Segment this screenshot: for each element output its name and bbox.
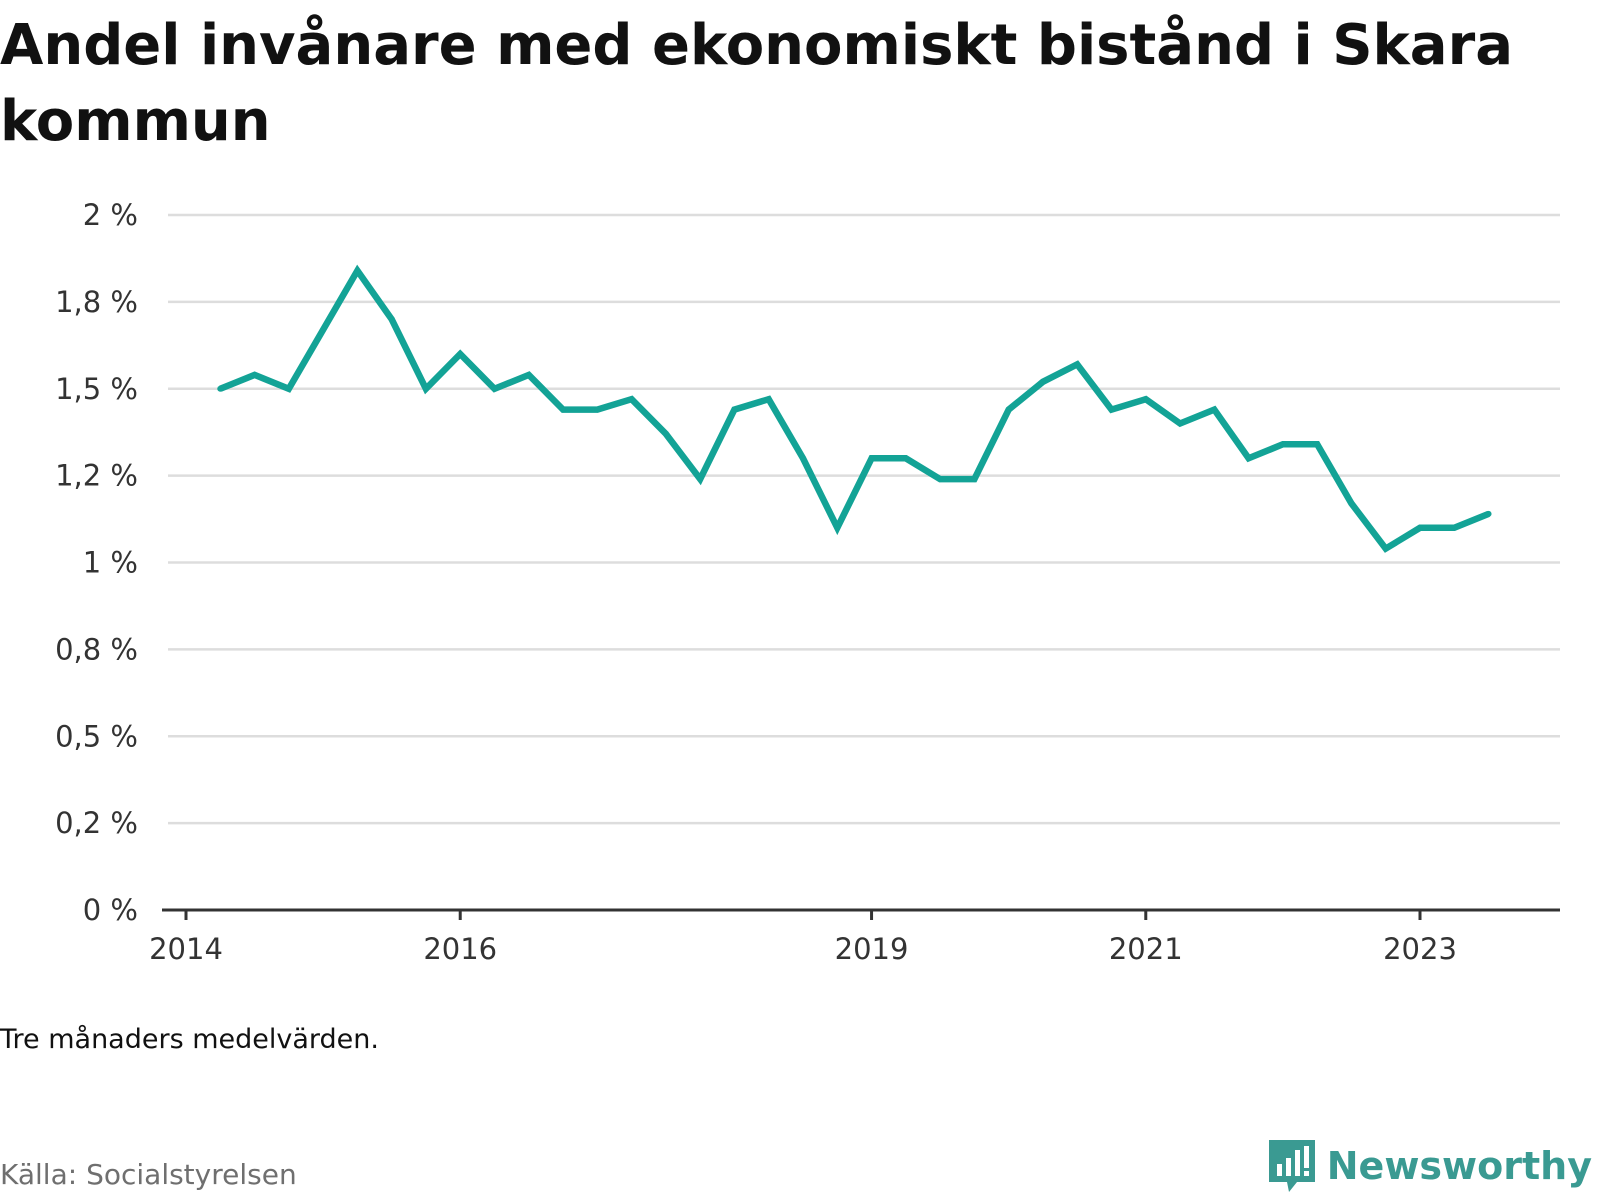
data-point (525, 371, 532, 378)
chart-title: Andel invånare med ekonomiskt bistånd i … (0, 13, 1513, 154)
chart-note: Tre månaders medelvärden. (0, 1024, 379, 1055)
y-tick-label: 0,2 % (55, 806, 138, 840)
y-tick-label: 1,2 % (55, 459, 138, 493)
data-point (1005, 406, 1012, 413)
data-point (662, 430, 669, 437)
data-point (251, 371, 258, 378)
line-chart: 0 %0,2 %0,5 %0,8 %1 %1,2 %1,5 %1,8 %2 % … (55, 198, 1560, 966)
data-point (1451, 524, 1458, 531)
data-point (731, 406, 738, 413)
data-point (1348, 500, 1355, 507)
data-point (1485, 510, 1492, 517)
y-tick-label: 1,8 % (55, 285, 138, 319)
y-tick-label: 0 % (83, 893, 138, 927)
data-point (217, 385, 224, 392)
data-point (834, 524, 841, 531)
data-point (1382, 545, 1389, 552)
source-label: Källa: Socialstyrelsen (0, 1158, 297, 1191)
data-point (320, 326, 327, 333)
data-point (285, 385, 292, 392)
y-tick-label: 0,8 % (55, 632, 138, 666)
data-point (1039, 378, 1046, 385)
data-point (560, 406, 567, 413)
data-point (1279, 441, 1286, 448)
y-tick-label: 0,5 % (55, 719, 138, 753)
data-point (1074, 361, 1081, 368)
x-tick-label: 2023 (1383, 932, 1457, 966)
data-point (457, 351, 464, 357)
data-point (800, 455, 806, 462)
data-point (765, 396, 772, 403)
y-axis-ticks: 0 % 0,2 % 0,5 % 0,8 % 1 % 1,2 % 1,5 % 1,8 % 2 % (55, 198, 138, 927)
data-point (594, 406, 601, 413)
data-point (1108, 406, 1115, 413)
x-tick-label: 2014 (149, 932, 223, 966)
data-point (388, 316, 395, 323)
gridlines (168, 213, 1560, 825)
data-point (628, 396, 635, 403)
data-point (354, 267, 361, 274)
brand-name: Newsworthy (1326, 1144, 1592, 1188)
data-point (868, 455, 875, 462)
data-point (1177, 420, 1184, 427)
x-tick-label: 2019 (835, 932, 909, 966)
data-point (1314, 441, 1321, 448)
x-tick-label: 2016 (423, 932, 497, 966)
data-point (937, 476, 944, 483)
data-point (971, 476, 978, 483)
data-point (1142, 396, 1149, 403)
data-point (1211, 406, 1218, 413)
newsworthy-logo-icon (1268, 1140, 1315, 1192)
data-point (1245, 455, 1252, 462)
y-tick-label: 1 % (83, 546, 138, 580)
data-point (422, 385, 429, 392)
data-point (1417, 524, 1423, 531)
x-axis-ticks: 2014 2016 2019 2021 2023 (149, 910, 1457, 966)
series-line (219, 264, 1490, 553)
data-point (697, 476, 704, 483)
series-layer (217, 264, 1492, 553)
x-tick-label: 2021 (1109, 932, 1183, 966)
y-tick-label: 2 % (83, 198, 138, 232)
brand-logo: Newsworthy (1267, 1138, 1592, 1194)
data-point (491, 385, 498, 392)
data-point (902, 455, 909, 462)
y-tick-label: 1,5 % (55, 372, 138, 406)
